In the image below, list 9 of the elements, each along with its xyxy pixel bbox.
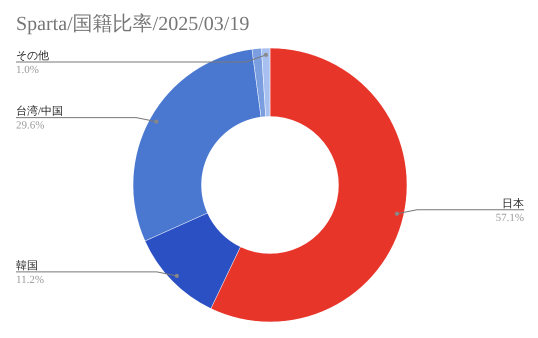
data-label: 57.1% [496,212,524,224]
chart-title: Sparta/国籍比率/2025/03/19 [16,13,250,35]
slice-label: その他 [16,50,49,62]
data-label: 1.0% [16,64,39,76]
slice-label: 台湾/中国 [16,104,64,118]
slice-label: 日本 [502,196,524,210]
data-label: 11.2% [16,274,44,286]
data-label: 29.6% [16,120,44,132]
slice-label: 韓国 [16,258,38,272]
